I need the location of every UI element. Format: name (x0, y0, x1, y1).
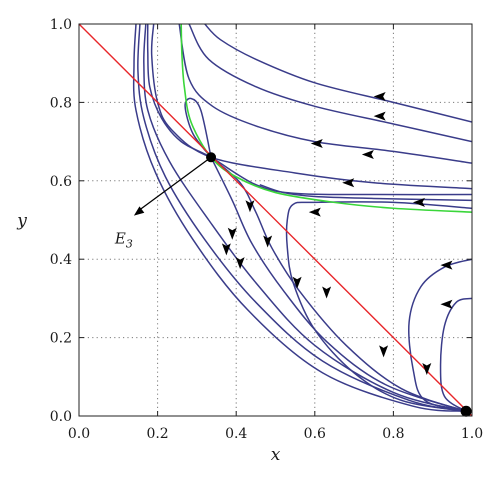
x-tick-label: 0.0 (68, 426, 90, 442)
trajectory-curve (137, 24, 467, 413)
direction-arrow (310, 139, 323, 149)
trajectory-curve (408, 258, 472, 413)
direction-arrow (292, 276, 302, 289)
annotation-e3: E3 (114, 156, 212, 251)
trajectory-curve (178, 24, 472, 164)
x-tick-label: 0.4 (225, 426, 247, 442)
trajectory-curve (285, 201, 472, 413)
direction-arrow (373, 111, 386, 121)
y-tick-label: 0.0 (50, 409, 72, 425)
x-tick-label: 0.6 (304, 426, 326, 442)
direction-arrow (263, 235, 273, 248)
direction-arrow (379, 345, 389, 358)
y-tick-label: 0.4 (50, 252, 72, 268)
x-axis-label: x (271, 445, 281, 465)
trajectory-curve (210, 156, 467, 413)
trajectory-curve (143, 24, 467, 413)
y-tick-label: 0.8 (50, 95, 72, 111)
direction-arrow (373, 92, 386, 102)
direction-arrow (245, 200, 255, 213)
direction-arrow (361, 150, 374, 160)
trajectory-curve (259, 184, 472, 202)
direction-arrow (422, 362, 432, 375)
direction-arrow (440, 299, 453, 309)
trajectory-curve (132, 24, 467, 413)
annotation-arrow-line (139, 156, 212, 211)
direction-arrow (322, 286, 332, 299)
direction-arrow (227, 227, 237, 240)
trajectory-curve (204, 24, 472, 123)
annotation-label-sub: 3 (126, 238, 133, 251)
trajectory-curve (188, 24, 472, 143)
y-axis-label: y (16, 211, 27, 231)
trajectory-curve (210, 156, 467, 413)
axis-ticks: 0.0 0.2 0.4 0.6 0.8 1.0 0.0 0.2 0.4 0.6 0.8 1.0 (50, 17, 483, 442)
red-line (78, 23, 473, 417)
annotation-label-e3: E3 (114, 230, 133, 251)
y-tick-label: 0.6 (50, 174, 72, 190)
x-tick-label: 0.8 (382, 426, 404, 442)
direction-arrow (412, 197, 425, 207)
direction-arrow (235, 257, 245, 270)
trajectory-curve (439, 297, 472, 412)
grid (79, 24, 472, 416)
x-tick-label: 0.2 (146, 426, 168, 442)
equilibrium-point (460, 405, 472, 417)
direction-arrow (308, 207, 321, 217)
y-tick-label: 1.0 (50, 17, 72, 33)
y-tick-label: 0.2 (50, 331, 72, 347)
annotation-arrowhead (133, 206, 145, 216)
annotation-label-main: E (114, 230, 126, 248)
trajectory-curve (150, 24, 472, 190)
plot-frame (78, 23, 473, 417)
trajectory-curve (146, 24, 472, 196)
direction-arrow (221, 243, 231, 256)
trajectory-curve (184, 97, 212, 158)
direction-arrow (440, 260, 453, 270)
x-tick-label: 1.0 (461, 426, 483, 442)
direction-arrow (342, 178, 355, 188)
direction-arrows (221, 92, 453, 375)
